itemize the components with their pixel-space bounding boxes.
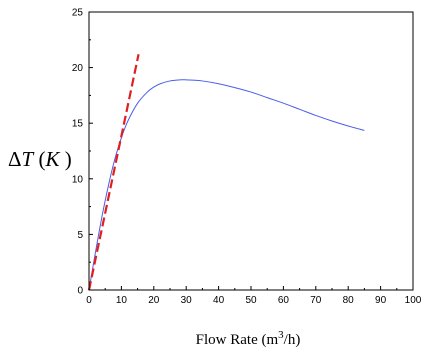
x-tick-label: 70 — [310, 295, 322, 306]
x-axis-label-prefix: Flow Rate (m — [196, 332, 279, 348]
y-axis-label-unit: K — [44, 147, 60, 171]
x-tick-label: 100 — [405, 295, 422, 306]
tick-labels: 0 10 20 30 40 50 60 70 80 90 100 0 5 10 15 20 25 — [72, 8, 422, 307]
x-tick-label: 10 — [116, 295, 128, 306]
series-solid-line — [88, 79, 365, 291]
x-axis-label-sup: 3 — [278, 329, 284, 341]
y-tick-label: 5 — [77, 230, 83, 241]
x-axis-label-suffix: /h) — [284, 332, 301, 348]
x-tick-label: 90 — [375, 295, 387, 306]
tick-marks — [88, 11, 414, 291]
x-tick-label: 40 — [213, 295, 225, 306]
y-tick-label: 0 — [77, 286, 83, 297]
x-tick-label: 80 — [343, 295, 355, 306]
y-axis-label-close: ) — [59, 147, 71, 171]
y-tick-label: 15 — [72, 119, 84, 130]
y-axis-label-delta: Δ — [8, 147, 22, 171]
y-axis-label: ΔT (K ) — [8, 147, 72, 171]
x-tick-label: 20 — [148, 295, 160, 306]
y-axis-label-var: T — [22, 147, 35, 171]
plot-frame — [88, 11, 414, 291]
y-axis-label-open: ( — [33, 147, 45, 171]
x-axis-label: Flow Rate (m3/h) — [196, 329, 301, 348]
x-tick-label: 30 — [181, 295, 193, 306]
series-dashed-line — [87, 54, 140, 291]
y-tick-label: 20 — [72, 63, 84, 74]
x-tick-label: 50 — [245, 295, 257, 306]
x-tick-label: 0 — [86, 295, 92, 306]
series-layer — [87, 54, 365, 291]
y-tick-label: 10 — [72, 174, 84, 185]
y-tick-label: 25 — [72, 8, 84, 19]
x-tick-label: 60 — [278, 295, 290, 306]
